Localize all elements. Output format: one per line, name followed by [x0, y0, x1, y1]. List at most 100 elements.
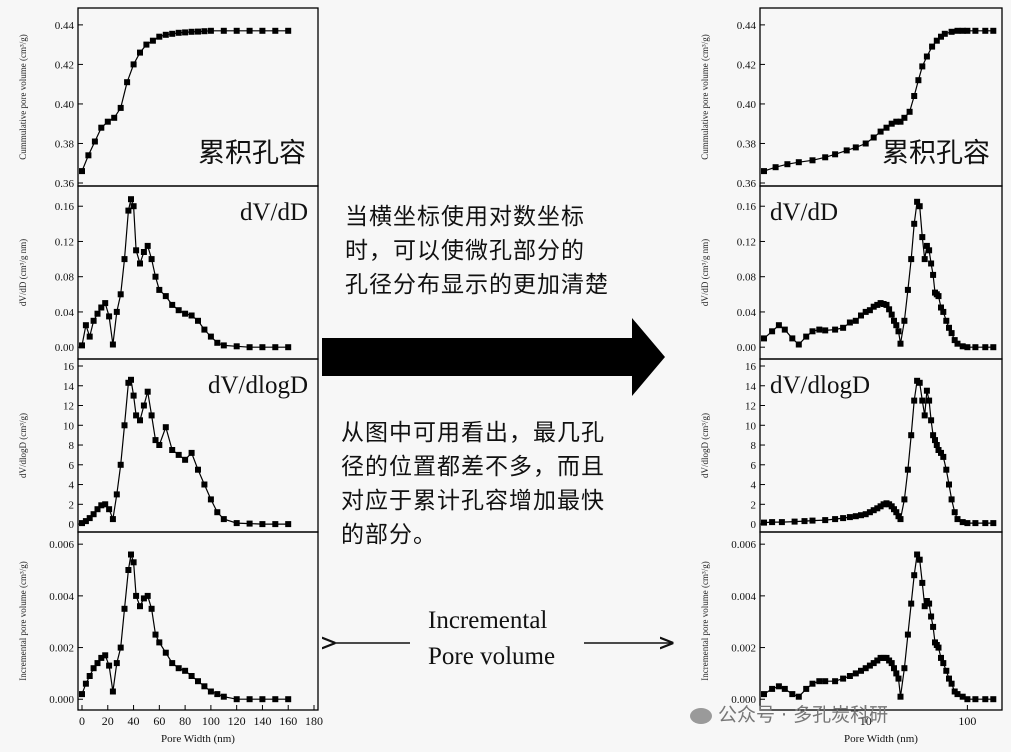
left-cumulative-data-point: [162, 31, 169, 38]
right-cumulative-data-point: [843, 147, 850, 154]
left-dvdlogd-ytick-label: 2: [69, 499, 75, 511]
right-dvdlogd-data-point: [926, 397, 933, 404]
left-dvdd-ytick-label: 0.12: [55, 236, 74, 248]
left-dvdlogd-data-point: [201, 481, 208, 488]
left-cumulative-ytick-label: 0.40: [55, 99, 75, 111]
peak-note-line-1: 从图中可用看出，最几孔: [341, 420, 605, 446]
left-incremental-data-point: [140, 595, 147, 602]
left-dvdd-data-point: [109, 341, 116, 348]
left-cumulative-data-point: [188, 28, 195, 35]
left-dvdd-data-point: [144, 242, 151, 249]
right-dvdd-data-point: [938, 304, 944, 311]
left-dvdd-data-point: [162, 293, 169, 300]
right-dvdd-data-point: [895, 328, 902, 335]
left-dvdlogd-data-point: [152, 437, 159, 444]
right-incremental-data-point: [928, 613, 935, 620]
big-right-arrow-icon: [322, 318, 665, 396]
left-dvdlogd-data-point: [175, 451, 182, 458]
right-dvdd-data-point: [795, 341, 802, 348]
right-cumulative-ytick-label: 0.44: [737, 20, 757, 32]
right-incremental-frame: [759, 531, 1003, 711]
left-dvdlogd-data-point: [233, 520, 240, 527]
right-dvdd-data-point: [990, 344, 997, 351]
right-dvdd-data-point: [816, 326, 823, 333]
right-incremental-data-point: [935, 644, 942, 651]
right-cumulative-ytick-label: 0.38: [737, 138, 757, 150]
right-incremental-data-point: [919, 579, 926, 586]
left-cumulative-data-point: [149, 37, 156, 44]
right-dvdlogd-ytick-label: 8: [751, 440, 757, 452]
left-incremental-xtick-label: 0: [79, 714, 85, 728]
left-cumulative-data-point: [124, 79, 131, 86]
left-incremental-xtick-label: 180: [305, 714, 323, 728]
peak-note-line-4: 的部分。: [341, 522, 437, 548]
right-cumulative-data-point: [897, 118, 904, 125]
right-cumulative-data-point: [877, 128, 884, 135]
right-dvdlogd-data-point: [972, 520, 979, 527]
left-dvdlogd-data-point: [109, 516, 116, 523]
right-cumulative-chart: 0.36 0.38 0.40 0.42 0.44 Cummulative pore vol…: [700, 7, 1003, 190]
right-cumulative-ytick-label: 0.42: [737, 59, 756, 71]
right-dvdlogd-data-point: [874, 505, 881, 512]
left-cumulative-data-point: [85, 152, 92, 159]
left-incremental-data-point: [207, 688, 214, 695]
right-dvdd-data-point: [846, 319, 853, 326]
left-cumulative-data-point: [111, 114, 118, 121]
left-incremental-data-point: [82, 680, 89, 687]
left-dvdd-data-point: [121, 256, 128, 263]
left-cumulative-data-point: [285, 27, 292, 34]
right-dvdd-chart: 0.00 0.04 0.08 0.12 0.16 dV/dD (cm³/g nm) dV/d…: [700, 185, 1003, 360]
left-dvdd-data-point: [106, 313, 113, 320]
left-dvdlogd-data-point: [113, 491, 120, 498]
left-incremental-ytick-label: 0.006: [49, 539, 74, 551]
right-cumulative-data-point: [883, 124, 890, 131]
left-cumulative-data-point: [79, 168, 85, 175]
left-incremental-data-point: [98, 654, 105, 661]
right-dvdd-data-point: [959, 343, 966, 350]
left-dvdd-data-point: [207, 333, 214, 340]
right-dvdd-data-point: [914, 198, 921, 205]
left-incremental-ytick-label: 0.000: [49, 694, 74, 706]
right-cumulative-title: 累积孔容: [882, 138, 990, 169]
left-incremental-data-point: [94, 660, 101, 667]
right-dvdd-data-point: [809, 328, 816, 335]
left-cumulative-data-point: [182, 29, 189, 36]
right-dvdd-data-point: [852, 317, 859, 324]
right-incremental-data-point: [982, 696, 989, 703]
left-dvdlogd-data-point: [121, 422, 128, 429]
right-cumulative-data-point: [832, 151, 839, 158]
left-incremental-data-point: [233, 696, 240, 703]
right-incremental-ylabel: Incremental pore volume (cm³/g): [700, 561, 710, 680]
left-dvdd-data-point: [102, 300, 109, 307]
left-cumulative-data-point: [156, 33, 163, 40]
left-dvdlogd-data-point: [117, 461, 124, 468]
left-dvdd-title: dV/dD: [240, 199, 308, 226]
left-cumulative-data-point: [233, 27, 240, 34]
left-dvdd-data-point: [156, 286, 163, 293]
left-dvdd-data-point: [113, 308, 120, 315]
right-cumulative-data-point: [990, 27, 997, 34]
right-dvdlogd-data-point: [893, 509, 900, 516]
right-incremental-data-point: [940, 660, 947, 667]
right-incremental-data-point: [852, 670, 859, 677]
right-dvdd-data-point: [951, 337, 958, 344]
right-incremental-data-point: [959, 693, 966, 700]
left-dvdd-data-point: [148, 256, 155, 263]
left-dvdd-data-point: [94, 310, 101, 317]
left-dvdlogd-data-point: [82, 518, 89, 525]
right-dvdd-data-point: [840, 324, 847, 331]
right-cumulative-ylabel: Cummulative pore volume (cm³/g): [700, 34, 710, 159]
right-dvdd-data-point: [832, 326, 839, 333]
left-incremental-data-point: [182, 667, 189, 674]
left-incremental-ylabel: Incremental pore volume (cm³/g): [18, 561, 28, 680]
right-cumulative-data-point: [772, 164, 779, 171]
right-dvdlogd-data-point: [904, 466, 911, 473]
left-dvdlogd-data-point: [285, 521, 292, 528]
left-incremental-data-point: [214, 691, 221, 698]
left-incremental-data-point: [121, 605, 128, 612]
right-dvdlogd-ytick-label: 10: [745, 420, 757, 432]
right-dvdlogd-data-point: [801, 518, 808, 525]
right-dvdlogd-data-point: [928, 417, 935, 424]
right-incremental-data-point: [809, 680, 816, 687]
